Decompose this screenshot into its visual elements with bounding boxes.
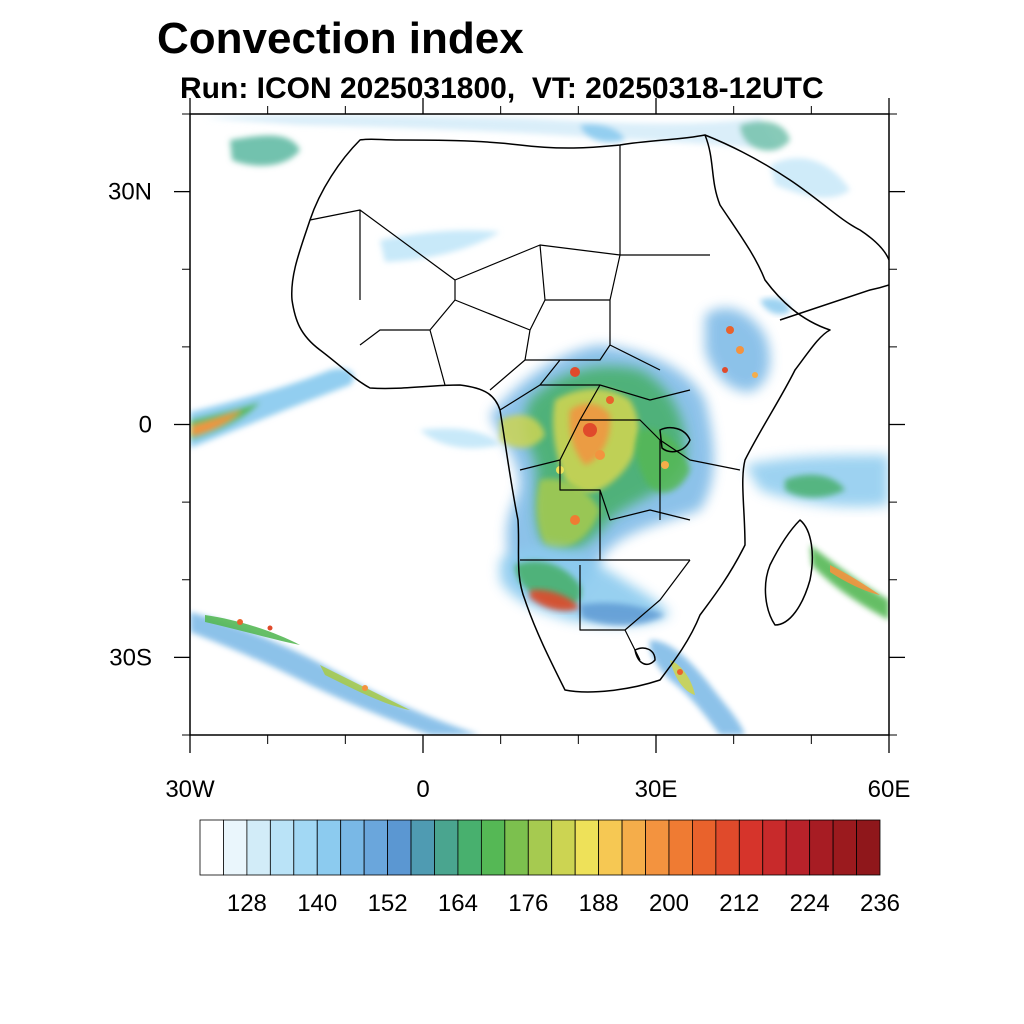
colorbar-swatch [809, 819, 834, 876]
colorbar-swatch [316, 819, 342, 876]
colorbar-swatch [574, 819, 600, 876]
lesotho [634, 647, 656, 666]
convection-southeast-africa [649, 640, 745, 735]
colorbar-swatch [387, 819, 412, 876]
colorbar-swatch [621, 819, 646, 876]
colorbar-label: 176 [508, 890, 548, 917]
africa-coastline [290, 134, 831, 693]
axis-ticks: 30N 0 30S 30W 0 30E 60E [108, 98, 910, 803]
colorbar-swatch [645, 819, 670, 876]
convection-angola-band [500, 547, 670, 626]
lon-tick-label: 60E [868, 776, 911, 803]
lon-tick-label: 30E [635, 776, 678, 803]
colorbar-swatch [762, 819, 787, 876]
colorbar: 128 140 152 164 176 188 200 212 224 236 [199, 819, 900, 917]
colorbar-label: 212 [719, 890, 759, 917]
colorbar-label: 128 [227, 890, 267, 917]
colorbar-swatch [269, 819, 295, 876]
convection-indian-ocean [745, 455, 889, 620]
colorbar-swatch [598, 819, 623, 876]
colorbar-swatch [457, 819, 482, 876]
colorbar-swatch [480, 819, 506, 876]
colorbar-swatch [504, 819, 529, 876]
colorbar-swatch [293, 819, 318, 876]
colorbar-swatch [668, 819, 693, 876]
coastlines-borders [290, 134, 889, 693]
colorbar-label: 188 [579, 890, 619, 917]
colorbar-swatch [738, 819, 764, 876]
colorbar-swatch [199, 819, 224, 876]
convection-mediterranean [205, 114, 850, 262]
colorbar-swatch [551, 819, 576, 876]
lat-tick-label: 30N [108, 179, 152, 206]
convection-ethiopia [705, 298, 790, 392]
colorbar-swatch [410, 819, 435, 876]
colorbar-label: 164 [438, 890, 478, 917]
colorbar-swatch [715, 819, 740, 876]
lon-tick-label: 0 [416, 776, 429, 803]
convection-atlantic-equatorial [190, 368, 500, 449]
colorbar-swatch [856, 819, 881, 876]
colorbar-swatch [692, 819, 717, 876]
convection-central-africa [490, 345, 714, 600]
chart-title: Convection index [157, 14, 524, 63]
convection-south-atlantic [190, 612, 480, 735]
colorbar-swatch [434, 819, 459, 876]
colorbar-swatch [246, 819, 271, 876]
colorbar-label: 200 [649, 890, 689, 917]
arabia-coastline [704, 134, 889, 321]
lake-victoria [659, 427, 691, 453]
colorbar-swatch [785, 819, 811, 876]
colorbar-label: 236 [860, 890, 900, 917]
chart-subtitle: Run: ICON 2025031800, VT: 20250318-12UTC [180, 72, 824, 105]
colorbar-label: 224 [790, 890, 830, 917]
colorbar-swatch [363, 819, 388, 876]
colorbar-swatch [223, 819, 248, 876]
madagascar-coastline [764, 519, 814, 626]
country-borders [309, 145, 741, 661]
lat-tick-label: 0 [139, 412, 152, 439]
convection-field [190, 114, 889, 735]
colorbar-label: 152 [368, 890, 408, 917]
colorbar-swatch [832, 819, 857, 876]
colorbar-swatch [340, 819, 365, 876]
lon-tick-label: 30W [165, 776, 215, 803]
lat-tick-label: 30S [109, 644, 152, 671]
colorbar-swatch [527, 819, 553, 876]
colorbar-label: 140 [297, 890, 337, 917]
